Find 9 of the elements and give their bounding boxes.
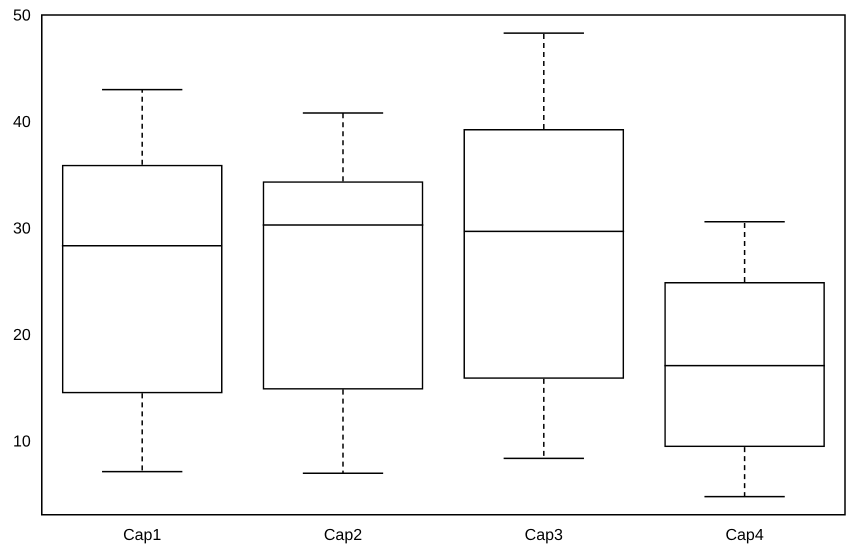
y-tick-label: 10	[13, 434, 31, 451]
x-tick-label: Cap4	[725, 526, 764, 544]
x-tick-label: Cap1	[123, 526, 162, 544]
x-tick-label: Cap3	[524, 526, 564, 544]
y-tick-label: 20	[13, 327, 31, 344]
x-tick-label: Cap2	[324, 526, 362, 544]
y-tick-label: 30	[13, 220, 31, 238]
y-tick-label: 40	[13, 114, 31, 132]
y-tick-label: 50	[13, 7, 31, 24]
